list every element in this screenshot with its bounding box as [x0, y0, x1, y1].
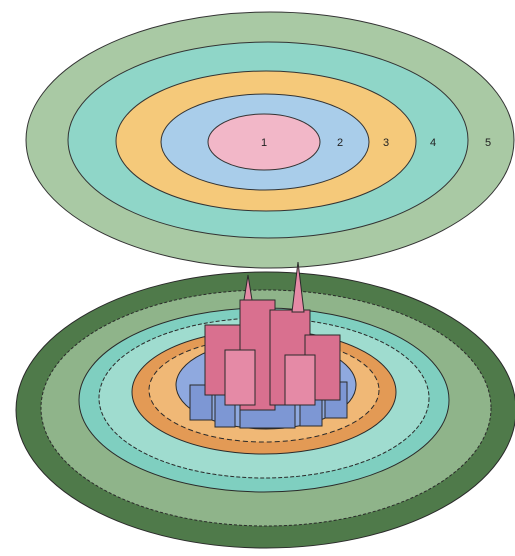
zone-label: 1 — [261, 137, 267, 149]
zone-1 — [207, 113, 321, 171]
zone-label: 4 — [430, 137, 436, 149]
zone-label: 3 — [383, 137, 389, 149]
city-illustration — [15, 261, 515, 549]
zone-label: 2 — [337, 137, 343, 149]
zone-1-buildings — [204, 261, 341, 411]
zone-model — [25, 11, 515, 269]
zone-label: 5 — [485, 137, 491, 149]
